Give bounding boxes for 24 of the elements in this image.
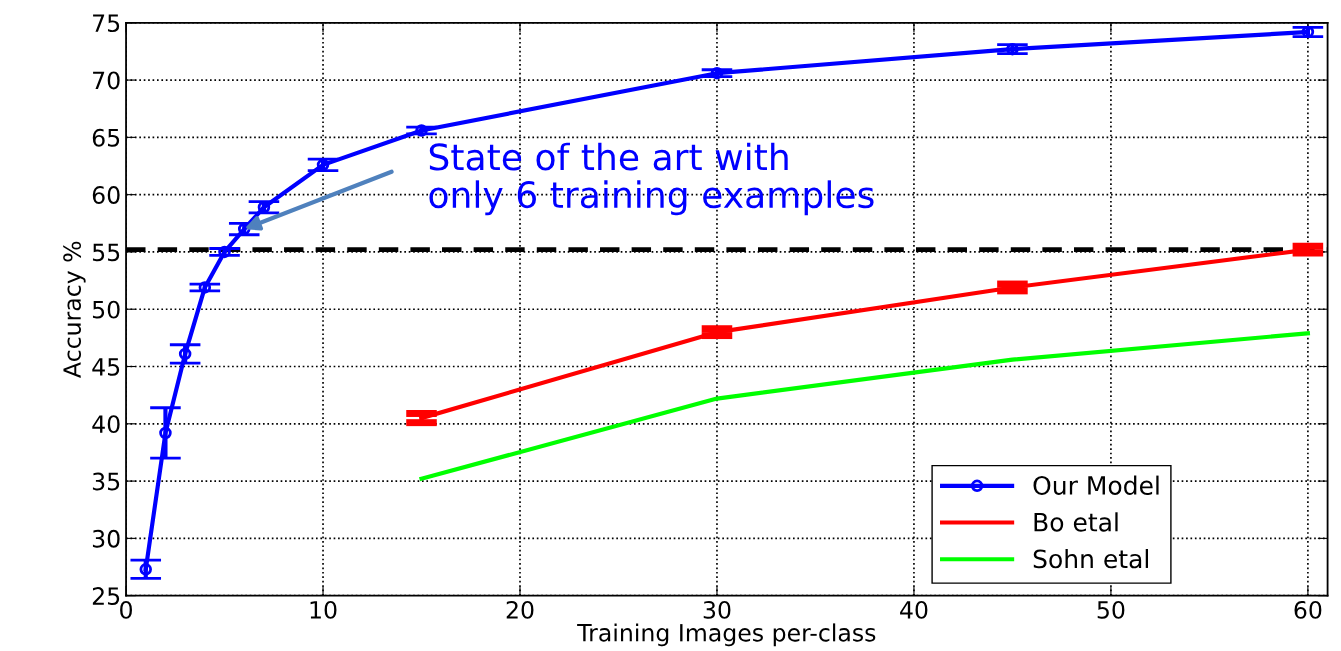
x-tick-label: 10 — [310, 600, 337, 619]
y-tick-label: 30 — [92, 529, 120, 548]
y-tick-label: 25 — [92, 587, 120, 605]
legend-label: Our Model — [1033, 475, 1159, 495]
x-tick-label: 20 — [506, 600, 534, 619]
legend-label: Bo etal — [1034, 512, 1118, 532]
annotation: State of the art with only 6 training examples — [429, 142, 874, 216]
y-tick-label: 65 — [92, 128, 120, 147]
x-axis-title: Training Images per-class — [577, 623, 876, 647]
y-axis-title: Accuracy % — [63, 241, 86, 378]
y-tick-label: 35 — [92, 472, 120, 491]
y-tick-label: 40 — [92, 415, 120, 434]
y-tick-label: 55 — [92, 243, 120, 262]
y-tick-label: 60 — [92, 186, 120, 204]
x-tick-label: 40 — [900, 600, 928, 619]
x-tick-label: 60 — [1294, 600, 1322, 619]
x-tick-label: 0 — [120, 600, 132, 619]
y-tick-label: 45 — [92, 358, 120, 376]
y-tick-label: 50 — [92, 300, 120, 319]
x-tick-label: 50 — [1097, 600, 1125, 619]
y-tick-label: 70 — [93, 71, 120, 90]
y-tick-label: 75 — [93, 14, 120, 33]
x-tick-label: 30 — [703, 600, 731, 619]
legend-label: Sohn etal — [1033, 548, 1148, 569]
